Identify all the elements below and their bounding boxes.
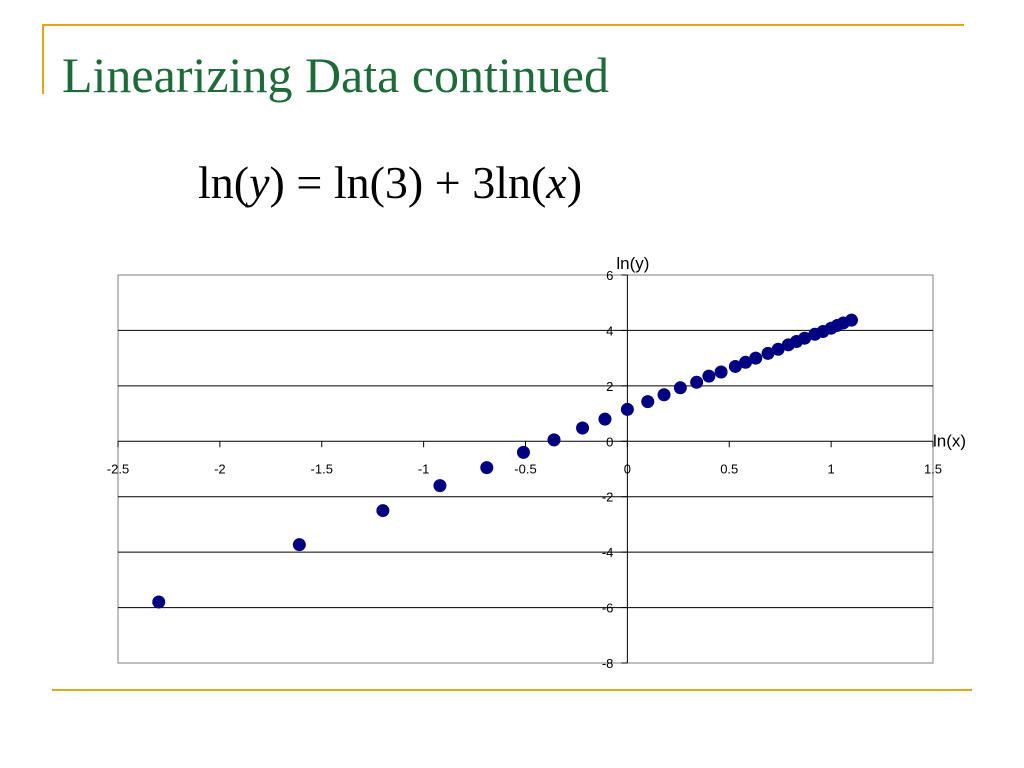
y-tick-label: 0 [606,434,613,449]
x-tick-label: 0 [624,461,631,476]
data-point [728,359,742,373]
data-point [641,395,655,409]
x-tick-label: 1.5 [924,461,942,476]
x-tick-label: 1 [828,461,835,476]
y-tick-label: 4 [606,323,613,338]
equation-lhs-var: y [249,157,270,208]
side-accent-rule [42,24,44,94]
data-point [673,381,687,395]
data-point [620,402,634,416]
y-tick-label: 6 [606,268,613,283]
data-point [845,313,858,327]
top-accent-rule [42,24,964,26]
data-point [657,388,671,402]
equation: ln(y) = ln(3) + 3ln(x) [198,152,582,214]
y-tick-label: -4 [602,545,614,560]
data-point [376,504,390,518]
y-axis-label: ln(y) [616,254,649,273]
data-point [292,538,306,552]
equation-equals: = [284,157,334,208]
y-tick-label: -2 [602,490,614,505]
equation-term1: ln(3) [333,157,424,208]
y-tick-label: -8 [602,656,614,671]
data-point [152,595,166,609]
equation-term2-close: ) [566,157,583,208]
data-point [798,331,812,345]
equation-lhs-close: ) [269,157,285,208]
equation-plus: + [423,157,473,208]
data-point [433,479,447,493]
slide-title: Linearizing Data continued [62,47,609,103]
y-tick-label: 2 [606,379,613,394]
data-point [576,421,590,435]
data-points [152,313,858,609]
y-tick-label: -6 [602,601,614,616]
data-point [516,445,530,459]
data-point [480,461,494,475]
data-point [598,412,612,426]
equation-term2-fn: 3ln( [472,157,547,208]
data-point [547,433,561,447]
x-tick-label: -2 [214,461,226,476]
x-tick-label: -1 [418,461,430,476]
data-point [739,355,753,369]
x-tick-label: -1.5 [311,461,333,476]
x-tick-label: 0.5 [720,461,738,476]
plot-area [117,274,934,664]
grid-lines [118,329,933,609]
x-tick-label: -0.5 [514,461,536,476]
equation-lhs-fn: ln( [198,157,250,208]
data-point [749,351,763,365]
x-axis-label: ln(x) [933,431,966,450]
data-point [702,369,716,383]
axes: -2.5 -2 -1.5 -1 -0.5 0 0.5 1 1.5 -8 -6 -4 -2 0 2 4 6 [107,268,942,671]
bottom-accent-rule [52,689,972,691]
x-tick-label: -2.5 [107,461,129,476]
data-point [761,346,775,360]
data-point [771,342,785,356]
data-point [690,375,704,389]
equation-term2-var: x [546,157,567,208]
data-point [714,365,728,379]
